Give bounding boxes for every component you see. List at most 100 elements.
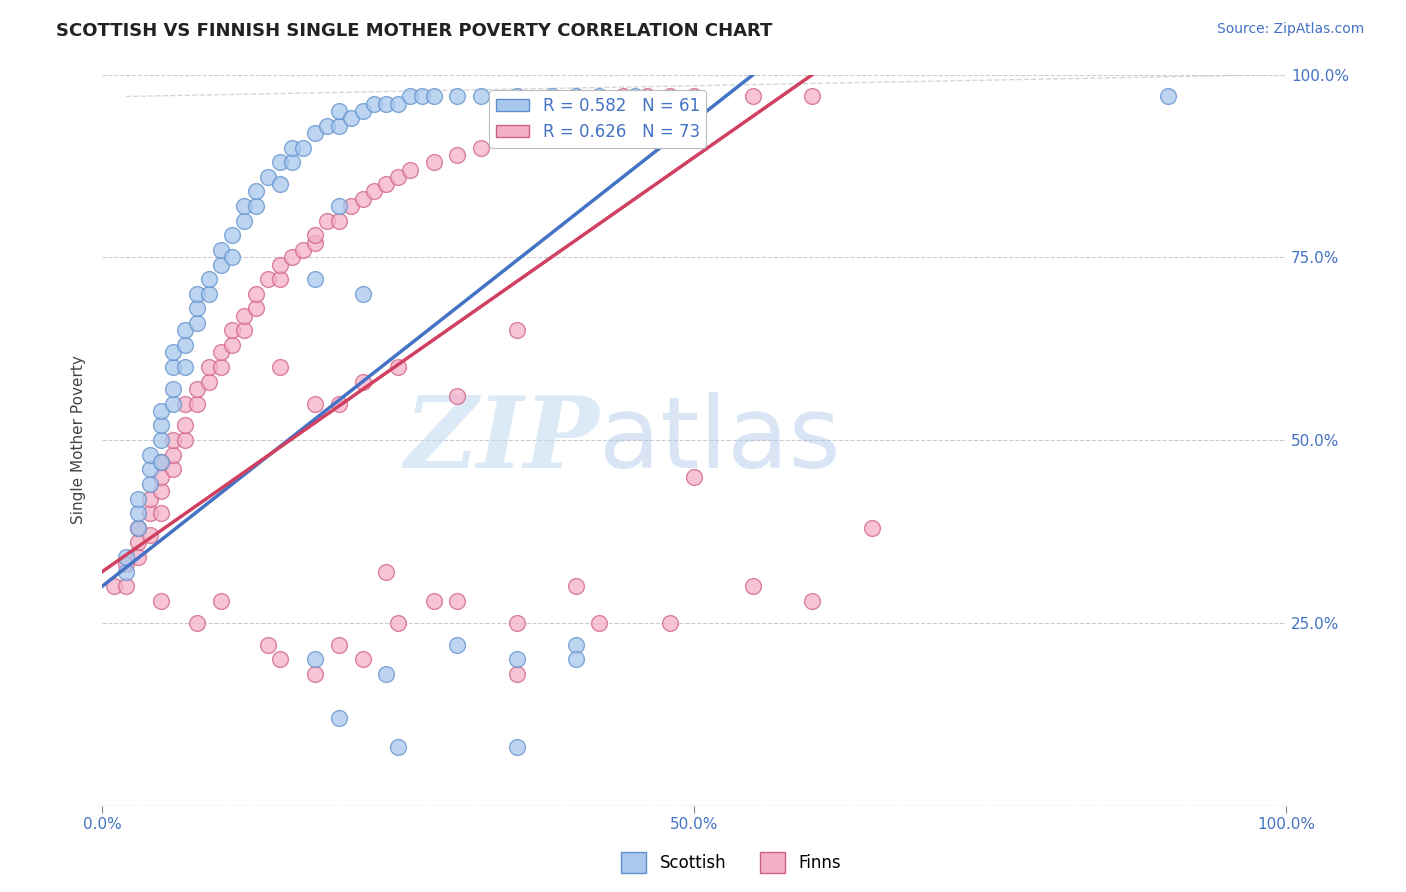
Point xyxy=(150,455,173,469)
Point xyxy=(505,667,527,681)
Point xyxy=(742,89,765,103)
Point xyxy=(683,89,706,103)
Point xyxy=(564,104,586,119)
Point xyxy=(328,711,350,725)
Point xyxy=(564,579,586,593)
Point xyxy=(399,89,422,103)
Point xyxy=(352,104,374,119)
Point xyxy=(505,323,527,337)
Point xyxy=(375,96,398,111)
Point xyxy=(588,96,610,111)
Point xyxy=(422,89,444,103)
Point xyxy=(115,565,138,579)
Point xyxy=(280,155,302,169)
Point xyxy=(399,162,422,177)
Point xyxy=(162,396,184,410)
Point xyxy=(328,104,350,119)
Point xyxy=(209,243,232,257)
Point xyxy=(233,213,256,227)
Point xyxy=(127,549,149,564)
Point xyxy=(340,199,363,213)
Point xyxy=(269,258,291,272)
Point xyxy=(422,155,444,169)
Point xyxy=(446,89,468,103)
Point xyxy=(174,359,197,374)
Point xyxy=(150,433,173,447)
Point xyxy=(269,155,291,169)
Point xyxy=(375,667,398,681)
Point xyxy=(363,185,385,199)
Point xyxy=(742,579,765,593)
Point xyxy=(174,338,197,352)
Point xyxy=(197,375,219,389)
Point xyxy=(174,323,197,337)
Point xyxy=(280,141,302,155)
Point xyxy=(233,323,256,337)
Point xyxy=(209,345,232,359)
Point xyxy=(352,192,374,206)
Point xyxy=(801,594,824,608)
Point xyxy=(127,521,149,535)
Point xyxy=(588,89,610,103)
Point xyxy=(328,199,350,213)
Point xyxy=(470,141,492,155)
Point xyxy=(292,141,315,155)
Point xyxy=(103,579,125,593)
Point xyxy=(209,359,232,374)
Point xyxy=(115,558,138,572)
Text: SCOTTISH VS FINNISH SINGLE MOTHER POVERTY CORRELATION CHART: SCOTTISH VS FINNISH SINGLE MOTHER POVERT… xyxy=(56,22,773,40)
Point xyxy=(186,301,208,316)
Point xyxy=(127,506,149,520)
Point xyxy=(197,359,219,374)
Legend: Scottish, Finns: Scottish, Finns xyxy=(614,846,848,880)
Point xyxy=(328,396,350,410)
Point xyxy=(138,462,160,476)
Point xyxy=(387,169,409,184)
Point xyxy=(209,258,232,272)
Point xyxy=(387,615,409,630)
Point xyxy=(328,213,350,227)
Point xyxy=(624,89,647,103)
Point xyxy=(564,89,586,103)
Point xyxy=(269,359,291,374)
Point xyxy=(257,169,280,184)
Point xyxy=(138,491,160,506)
Point xyxy=(304,126,326,140)
Point xyxy=(352,286,374,301)
Text: ZIP: ZIP xyxy=(405,392,599,488)
Point xyxy=(304,272,326,286)
Point xyxy=(304,667,326,681)
Point xyxy=(446,148,468,162)
Point xyxy=(186,316,208,330)
Point xyxy=(197,286,219,301)
Point xyxy=(352,375,374,389)
Point xyxy=(162,345,184,359)
Point xyxy=(588,615,610,630)
Point xyxy=(245,301,267,316)
Point xyxy=(197,272,219,286)
Point xyxy=(162,448,184,462)
Point xyxy=(174,433,197,447)
Point xyxy=(328,119,350,133)
Point xyxy=(209,594,232,608)
Point xyxy=(505,615,527,630)
Point xyxy=(363,96,385,111)
Point xyxy=(221,323,243,337)
Point xyxy=(340,112,363,126)
Legend: R = 0.582   N = 61, R = 0.626   N = 73: R = 0.582 N = 61, R = 0.626 N = 73 xyxy=(489,90,706,148)
Point xyxy=(162,382,184,396)
Point xyxy=(150,418,173,433)
Point xyxy=(352,652,374,666)
Point xyxy=(186,396,208,410)
Point xyxy=(304,652,326,666)
Point xyxy=(115,549,138,564)
Point xyxy=(127,535,149,549)
Point xyxy=(174,418,197,433)
Point xyxy=(115,579,138,593)
Point xyxy=(505,740,527,755)
Point xyxy=(612,89,634,103)
Point xyxy=(280,250,302,264)
Point xyxy=(233,199,256,213)
Point xyxy=(387,740,409,755)
Point xyxy=(186,615,208,630)
